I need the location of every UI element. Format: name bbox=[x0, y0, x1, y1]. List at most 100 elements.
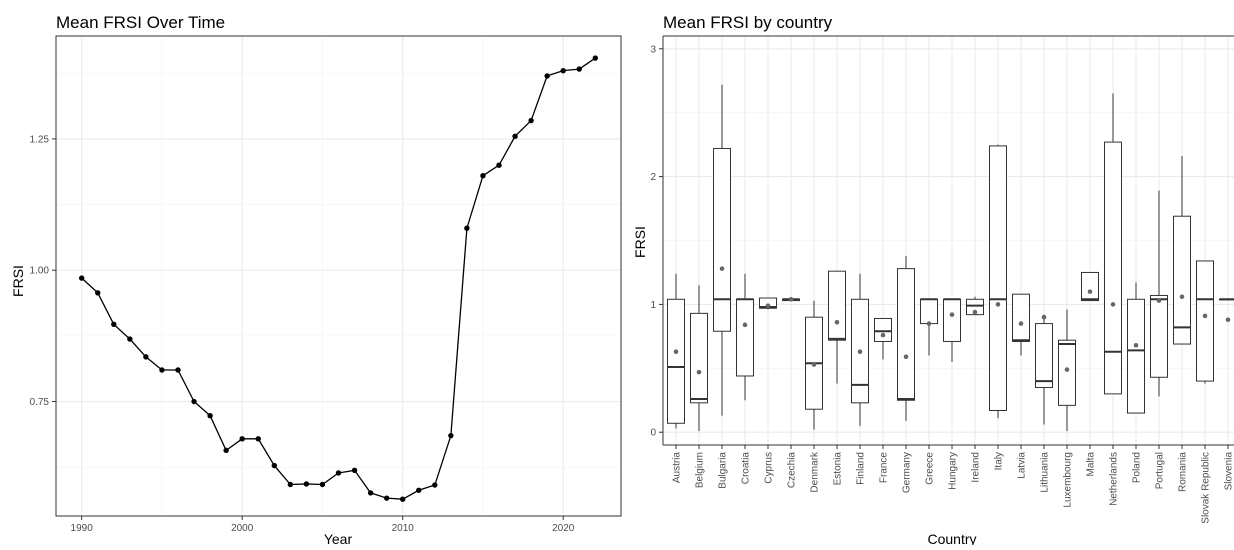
box-mean-point bbox=[766, 303, 771, 308]
data-point bbox=[143, 354, 148, 359]
x-tick-label: 2010 bbox=[392, 523, 415, 534]
x-tick-label: Czechia bbox=[787, 452, 798, 489]
box-mean-point bbox=[973, 310, 978, 315]
data-point bbox=[464, 226, 469, 231]
box-mean-point bbox=[1042, 315, 1047, 320]
data-point bbox=[79, 275, 84, 280]
y-tick-label: 1.25 bbox=[30, 134, 50, 145]
x-tick-label: Italy bbox=[994, 452, 1005, 470]
x-tick-label: Greece bbox=[925, 452, 936, 485]
data-point bbox=[480, 173, 485, 178]
box-mean-point bbox=[697, 370, 702, 375]
x-tick-label: Croatia bbox=[741, 452, 752, 485]
box-body bbox=[829, 271, 846, 340]
data-point bbox=[448, 433, 453, 438]
box-mean-point bbox=[1111, 302, 1116, 307]
data-point bbox=[352, 468, 357, 473]
box-chart-xlabel: Country bbox=[927, 531, 976, 545]
box-mean-point bbox=[1065, 367, 1070, 372]
data-point bbox=[528, 118, 533, 123]
data-point bbox=[577, 66, 582, 71]
box-body bbox=[1174, 216, 1191, 344]
x-tick-label: Netherlands bbox=[1109, 452, 1120, 506]
box-body bbox=[1082, 272, 1099, 300]
data-point bbox=[561, 68, 566, 73]
x-tick-label: Romania bbox=[1178, 452, 1189, 492]
x-tick-label: Bulgaria bbox=[718, 452, 729, 489]
x-tick-label: Ireland bbox=[971, 452, 982, 483]
x-tick-label: Finland bbox=[856, 452, 867, 485]
box-mean-point bbox=[858, 349, 863, 354]
x-tick-label: Estonia bbox=[833, 452, 844, 486]
data-point bbox=[368, 490, 373, 495]
x-tick-label: 1990 bbox=[71, 523, 94, 534]
x-tick-label: 2000 bbox=[231, 523, 254, 534]
data-point bbox=[159, 367, 164, 372]
box-mean-point bbox=[789, 297, 794, 302]
data-point bbox=[111, 322, 116, 327]
data-point bbox=[496, 162, 501, 167]
data-point bbox=[432, 482, 437, 487]
box-mean-point bbox=[812, 362, 817, 367]
box-mean-point bbox=[1180, 294, 1185, 299]
box-mean-point bbox=[1157, 298, 1162, 303]
box-mean-point bbox=[927, 321, 932, 326]
box-mean-point bbox=[1226, 317, 1231, 322]
box-mean-point bbox=[1134, 343, 1139, 348]
box-mean-point bbox=[674, 349, 679, 354]
x-tick-label: Lithuania bbox=[1040, 452, 1051, 493]
data-point bbox=[191, 399, 196, 404]
data-point bbox=[416, 488, 421, 493]
box-body bbox=[875, 318, 892, 341]
box-body bbox=[1036, 324, 1053, 388]
series-line bbox=[82, 58, 596, 499]
x-tick-label: Malta bbox=[1086, 452, 1097, 477]
box-body bbox=[1059, 340, 1076, 405]
data-point bbox=[223, 448, 228, 453]
box-body bbox=[737, 299, 754, 376]
x-tick-label: Slovak Republic bbox=[1201, 452, 1212, 524]
data-point bbox=[175, 367, 180, 372]
box-body bbox=[1197, 261, 1214, 381]
x-tick-label: Hungary bbox=[948, 452, 959, 490]
x-tick-label: Portugal bbox=[1155, 452, 1166, 489]
data-point bbox=[272, 463, 277, 468]
box-mean-point bbox=[835, 320, 840, 325]
line-chart-title: Mean FRSI Over Time bbox=[56, 13, 225, 32]
box-body bbox=[668, 299, 685, 423]
box-mean-point bbox=[904, 355, 909, 360]
box-mean-point bbox=[1088, 289, 1093, 294]
box-mean-point bbox=[720, 266, 725, 271]
box-body bbox=[990, 146, 1007, 411]
box-body bbox=[921, 299, 938, 323]
x-tick-label: Germany bbox=[902, 452, 913, 493]
box-chart-ylabel: FRSI bbox=[632, 226, 648, 258]
box-mean-point bbox=[996, 302, 1001, 307]
box-body bbox=[691, 313, 708, 402]
box-chart-panel: Mean FRSI by country Country FRSI 0123Au… bbox=[632, 13, 1234, 545]
data-point bbox=[95, 290, 100, 295]
box-body bbox=[898, 269, 915, 401]
y-tick-label: 2 bbox=[650, 172, 656, 183]
y-tick-label: 0.75 bbox=[30, 397, 50, 408]
data-point bbox=[593, 55, 598, 60]
box-mean-point bbox=[743, 323, 748, 328]
x-tick-label: Luxembourg bbox=[1063, 452, 1074, 508]
x-tick-label: Slovenia bbox=[1224, 452, 1234, 491]
data-point bbox=[239, 436, 244, 441]
box-body bbox=[1151, 295, 1168, 377]
data-point bbox=[512, 134, 517, 139]
x-tick-label: Latvia bbox=[1017, 452, 1028, 479]
x-tick-label: Cyprus bbox=[764, 452, 775, 484]
box-chart-title: Mean FRSI by country bbox=[663, 13, 833, 32]
x-tick-label: Austria bbox=[672, 452, 683, 484]
y-tick-label: 0 bbox=[650, 428, 656, 439]
y-tick-label: 1.00 bbox=[30, 266, 50, 277]
x-tick-label: Denmark bbox=[810, 451, 821, 493]
box-mean-point bbox=[950, 312, 955, 317]
box-mean-point bbox=[1203, 314, 1208, 319]
box-body bbox=[1013, 294, 1030, 341]
data-point bbox=[544, 73, 549, 78]
